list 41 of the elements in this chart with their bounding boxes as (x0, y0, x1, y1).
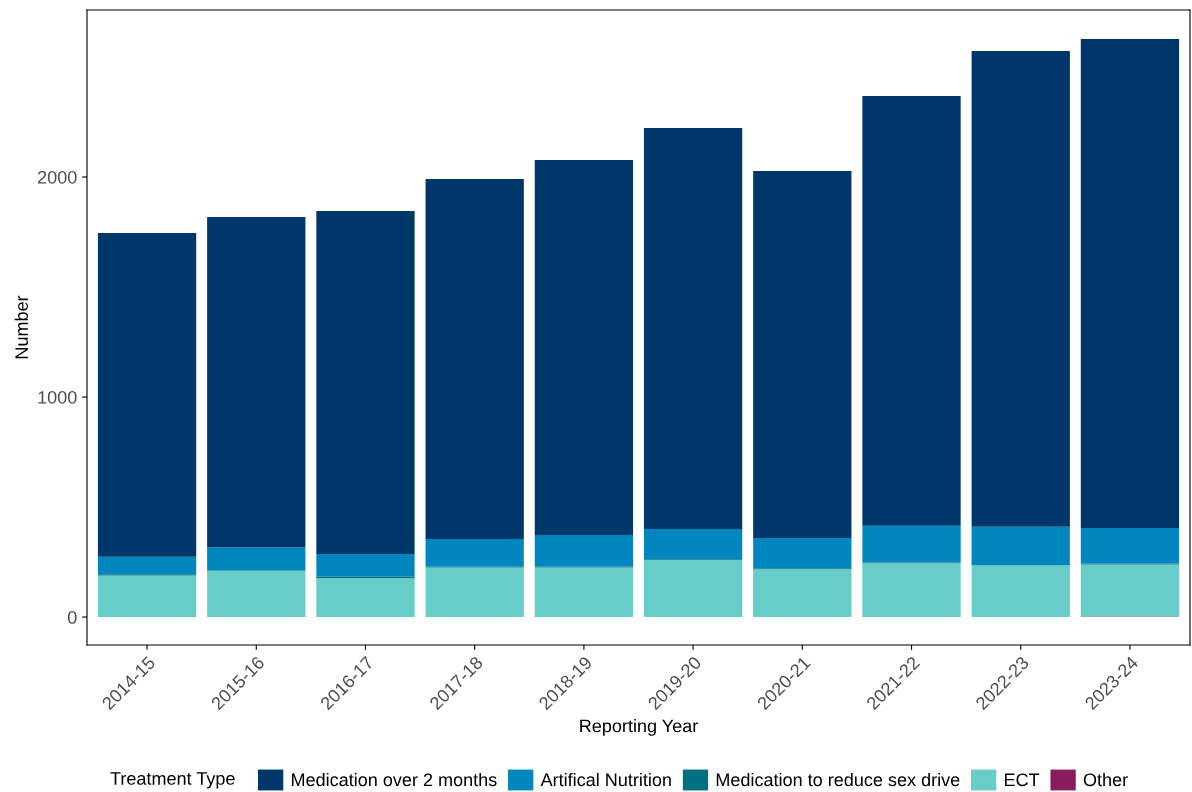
bar (316, 553, 415, 577)
bar (753, 538, 852, 569)
bar (425, 538, 524, 567)
bar (971, 565, 1070, 618)
bar (971, 526, 1070, 565)
bar (425, 567, 524, 618)
bar (97, 556, 197, 575)
bar (862, 96, 961, 526)
bar (862, 563, 961, 618)
y-tick-label: 0 (67, 610, 77, 624)
bar (862, 525, 961, 563)
bar (97, 233, 197, 557)
bar (207, 570, 306, 618)
bar (753, 171, 852, 539)
legend-title: Treatment Type (110, 772, 235, 789)
bar (643, 127, 743, 530)
bar (534, 160, 634, 535)
bar (207, 547, 306, 571)
bar (97, 575, 197, 618)
bar (753, 569, 852, 618)
bar (316, 211, 415, 554)
y-axis-title: Number (14, 295, 28, 359)
bar (207, 217, 306, 548)
legend-label: Other (1083, 772, 1128, 787)
legend-label: Artifical Nutrition (540, 772, 671, 787)
bar (316, 577, 415, 618)
y-tick-label: 1000 (38, 390, 77, 404)
bar (1080, 527, 1180, 564)
bar (534, 567, 634, 618)
y-tick-label: 2000 (38, 170, 77, 184)
x-axis-title: Reporting Year (580, 719, 698, 736)
legend-label: Medication to reduce sex drive (716, 772, 960, 787)
bar (1080, 564, 1180, 617)
legend-label: Medication over 2 months (291, 772, 497, 787)
bar (425, 178, 524, 539)
legend-label: ECT (1005, 773, 1040, 787)
bar (1080, 39, 1180, 528)
bar (971, 50, 1070, 527)
bar (643, 529, 743, 559)
bar (534, 534, 634, 567)
bar (643, 559, 743, 618)
